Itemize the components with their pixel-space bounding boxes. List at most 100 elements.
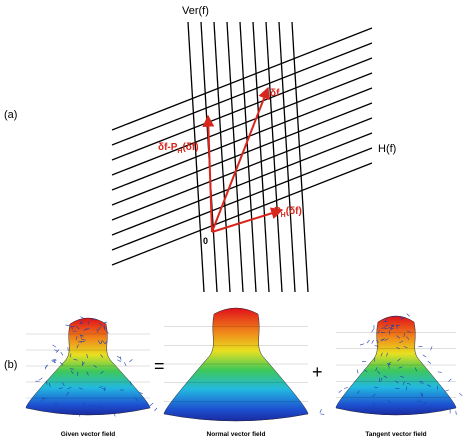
vector-tick (407, 330, 411, 333)
vector-tick (97, 340, 101, 345)
vector-tick (52, 344, 57, 348)
vector-tick (66, 392, 69, 396)
vector-tick (88, 320, 90, 325)
label-part: δf-P (158, 142, 178, 153)
vector-tick (338, 389, 343, 393)
vector-tick (130, 381, 132, 386)
vector-tick (135, 397, 138, 402)
vector-tick (384, 317, 387, 322)
label-part: (δf) (182, 142, 198, 153)
vector-tick (430, 346, 433, 351)
grid-line (111, 87, 373, 191)
vector-tick (377, 370, 381, 375)
vector-tick (86, 371, 89, 376)
vector-tick (138, 392, 143, 394)
vector-tick (116, 356, 121, 359)
vector-tick (60, 351, 64, 356)
vertical-axis-label: Ver(f) (182, 5, 209, 17)
vector-tick (402, 381, 405, 386)
vector-tick (100, 354, 104, 358)
vector-tick (41, 397, 44, 402)
vector-tick (377, 329, 380, 334)
vector-tick (149, 402, 154, 407)
vector-tick (403, 333, 406, 338)
vector-tick (427, 384, 431, 387)
vector-tick (99, 404, 103, 408)
vector-tick (366, 406, 370, 410)
vector-df-label: δf (270, 88, 280, 99)
vector-tick (70, 370, 74, 374)
vector-tick (79, 322, 84, 325)
vector-tick (390, 324, 395, 328)
vector-tick (48, 382, 51, 387)
vector-tick (373, 357, 376, 362)
vector-tick (42, 397, 47, 399)
vector-tick (124, 362, 127, 367)
vector-tick (81, 339, 86, 341)
vector-tick (90, 409, 95, 412)
vector-tick (26, 404, 31, 407)
vector-tick (104, 340, 108, 345)
vector-tick (371, 328, 374, 333)
vector-tick (357, 390, 360, 394)
vector-tick (76, 344, 79, 349)
vector-tick (421, 393, 424, 398)
vector-tick (103, 325, 106, 330)
vector-tick (75, 336, 78, 341)
vector-tick (112, 412, 116, 417)
vase-surface (25, 317, 151, 416)
vector-tick (46, 380, 48, 385)
grid-line (291, 21, 309, 293)
vector-tick (93, 364, 97, 368)
vector-tick (406, 383, 411, 385)
vector-tick (388, 364, 390, 369)
label-part: (δf) (286, 206, 302, 217)
vector-tick (100, 340, 103, 345)
panel-label: (b) (4, 359, 17, 371)
plus-sign: + (312, 362, 323, 382)
vector-tick (386, 352, 388, 357)
grid-line (111, 42, 373, 146)
grid-line (111, 147, 373, 251)
vector-tick (375, 367, 378, 372)
label-part: P (274, 206, 281, 217)
vector-df (211, 86, 270, 233)
vector-tick (91, 318, 96, 321)
vector-tick (391, 315, 396, 318)
vector-tick (444, 389, 449, 392)
vector-tick (396, 346, 401, 350)
grid-line (111, 72, 373, 176)
vase-surface (163, 307, 309, 422)
vector-tick (58, 387, 63, 390)
caption: Normal vector field (207, 431, 266, 438)
vector-tick (88, 404, 93, 408)
vector-tick (387, 361, 391, 365)
vector-tick (102, 340, 106, 344)
vector-tick (85, 328, 90, 330)
vector-tick (343, 387, 349, 389)
vector-tick (356, 369, 359, 374)
vector-tick (366, 339, 370, 344)
vector-tick (100, 371, 104, 375)
vector-tick (76, 326, 80, 330)
grid-line (111, 117, 373, 221)
vector-tick (400, 317, 405, 320)
vector-tick (396, 335, 400, 339)
grid-line (111, 162, 373, 266)
vector-tick (44, 364, 48, 369)
vector-tick (422, 354, 427, 358)
vector-tick (54, 349, 58, 352)
vector-tick (380, 377, 383, 382)
vector-tick (320, 413, 325, 415)
vector-tick (62, 382, 65, 387)
vector-tick (101, 388, 106, 391)
vector-tick (103, 321, 108, 324)
vector-tick (374, 345, 379, 347)
vector-tick (420, 392, 423, 397)
vector-tick (383, 375, 388, 379)
vector-tick (427, 360, 432, 364)
vector-tick (105, 330, 109, 334)
vector-tick (79, 320, 83, 324)
vector-tick (400, 375, 405, 378)
